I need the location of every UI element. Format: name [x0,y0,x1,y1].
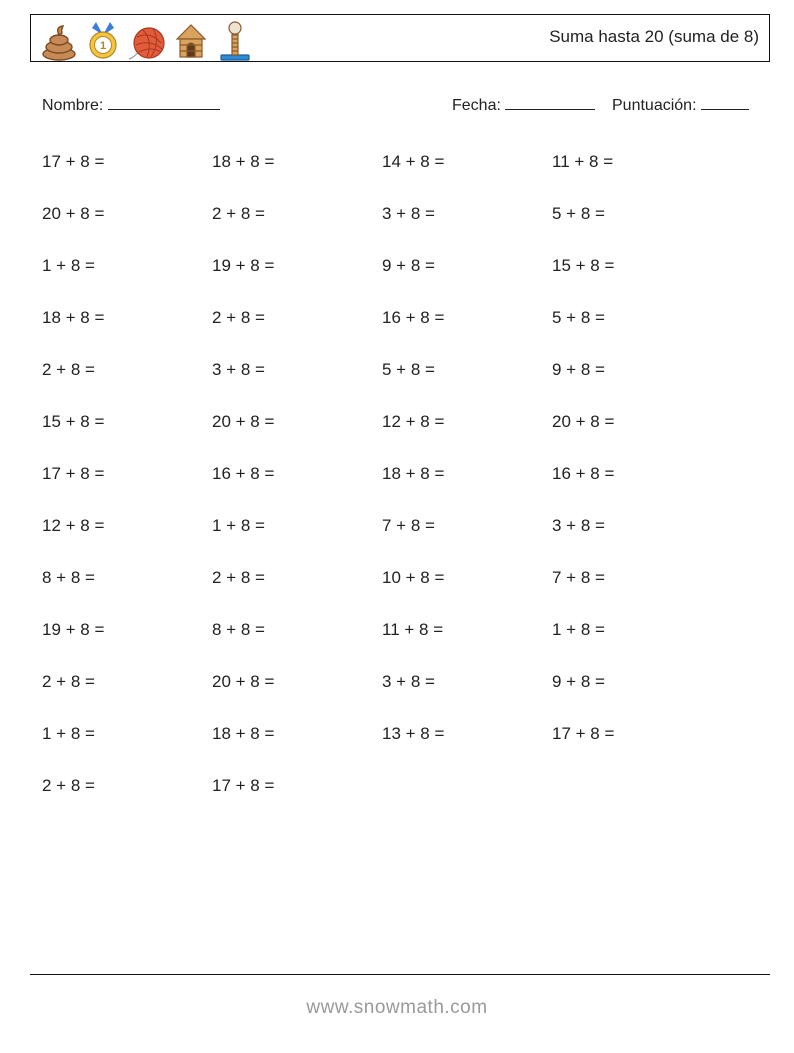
problem-cell: 2 + 8 = [42,672,212,692]
worksheet-page: 1 [0,0,794,1053]
problem-row: 18 + 8 =2 + 8 =16 + 8 =5 + 8 = [42,292,762,344]
problem-row: 20 + 8 =2 + 8 =3 + 8 =5 + 8 = [42,188,762,240]
problem-row: 1 + 8 =19 + 8 =9 + 8 =15 + 8 = [42,240,762,292]
problem-cell: 9 + 8 = [552,672,722,692]
problem-cell: 3 + 8 = [382,672,552,692]
problem-cell: 1 + 8 = [552,620,722,640]
problem-cell: 11 + 8 = [382,620,552,640]
problem-row: 2 + 8 =20 + 8 =3 + 8 =9 + 8 = [42,656,762,708]
date-label: Fecha: [452,97,501,114]
problem-cell: 2 + 8 = [212,568,382,588]
footer-url: www.snowmath.com [0,997,794,1019]
problem-cell: 17 + 8 = [42,464,212,484]
problem-cell: 3 + 8 = [382,204,552,224]
problem-cell: 19 + 8 = [212,256,382,276]
problem-cell: 13 + 8 = [382,724,552,744]
problem-cell: 2 + 8 = [42,360,212,380]
problem-cell: 20 + 8 = [552,412,722,432]
problem-row: 15 + 8 =20 + 8 =12 + 8 =20 + 8 = [42,396,762,448]
problem-cell: 7 + 8 = [552,568,722,588]
name-label: Nombre: [42,97,103,114]
problem-cell: 2 + 8 = [212,308,382,328]
problem-row: 19 + 8 =8 + 8 =11 + 8 =1 + 8 = [42,604,762,656]
score-field: Puntuación: [612,92,749,115]
problem-cell: 16 + 8 = [212,464,382,484]
problem-cell: 18 + 8 = [212,724,382,744]
name-field: Nombre: [42,92,220,115]
name-blank[interactable] [108,92,220,110]
problem-cell: 1 + 8 = [42,256,212,276]
problem-cell: 5 + 8 = [382,360,552,380]
problem-cell: 8 + 8 = [212,620,382,640]
problem-cell: 10 + 8 = [382,568,552,588]
problem-row: 2 + 8 =3 + 8 =5 + 8 =9 + 8 = [42,344,762,396]
problem-cell: 9 + 8 = [382,256,552,276]
problem-cell: 12 + 8 = [42,516,212,536]
problem-row: 17 + 8 =16 + 8 =18 + 8 =16 + 8 = [42,448,762,500]
problem-cell: 14 + 8 = [382,152,552,172]
problem-cell: 17 + 8 = [212,776,382,796]
problem-row: 1 + 8 =18 + 8 =13 + 8 =17 + 8 = [42,708,762,760]
problem-cell: 15 + 8 = [552,256,722,276]
problem-cell: 8 + 8 = [42,568,212,588]
problem-cell: 9 + 8 = [552,360,722,380]
problem-cell: 18 + 8 = [42,308,212,328]
poop-icon [39,19,79,61]
problem-cell: 20 + 8 = [42,204,212,224]
worksheet-title: Suma hasta 20 (suma de 8) [549,27,759,47]
score-label: Puntuación: [612,97,697,114]
problem-cell: 1 + 8 = [42,724,212,744]
problem-cell: 12 + 8 = [382,412,552,432]
problem-cell: 16 + 8 = [382,308,552,328]
yarn-icon [127,19,167,61]
problem-cell: 11 + 8 = [552,152,722,172]
problem-cell: 17 + 8 = [42,152,212,172]
problem-cell: 1 + 8 = [212,516,382,536]
date-field: Fecha: [452,92,595,115]
header-icons: 1 [39,17,255,61]
problem-cell: 18 + 8 = [212,152,382,172]
problem-cell: 17 + 8 = [552,724,722,744]
problem-row: 8 + 8 =2 + 8 =10 + 8 =7 + 8 = [42,552,762,604]
svg-text:1: 1 [100,40,106,52]
problem-row: 2 + 8 =17 + 8 = [42,760,762,812]
problem-cell: 3 + 8 = [552,516,722,536]
problem-cell: 16 + 8 = [552,464,722,484]
problems-grid: 17 + 8 =18 + 8 =14 + 8 =11 + 8 =20 + 8 =… [42,136,762,812]
medal-icon: 1 [83,19,123,61]
problem-cell: 5 + 8 = [552,204,722,224]
date-blank[interactable] [505,92,595,110]
scratchpost-icon [215,19,255,61]
doghouse-icon [171,19,211,61]
problem-cell: 19 + 8 = [42,620,212,640]
problem-row: 12 + 8 =1 + 8 =7 + 8 =3 + 8 = [42,500,762,552]
problem-cell: 15 + 8 = [42,412,212,432]
problem-cell: 5 + 8 = [552,308,722,328]
problem-cell: 7 + 8 = [382,516,552,536]
problem-cell: 2 + 8 = [212,204,382,224]
problem-cell: 18 + 8 = [382,464,552,484]
problem-cell: 20 + 8 = [212,412,382,432]
footer-divider [30,974,770,975]
header-box: 1 [30,14,770,62]
problem-row: 17 + 8 =18 + 8 =14 + 8 =11 + 8 = [42,136,762,188]
problem-cell: 20 + 8 = [212,672,382,692]
problem-cell: 2 + 8 = [42,776,212,796]
score-blank[interactable] [701,92,749,110]
problem-cell: 3 + 8 = [212,360,382,380]
